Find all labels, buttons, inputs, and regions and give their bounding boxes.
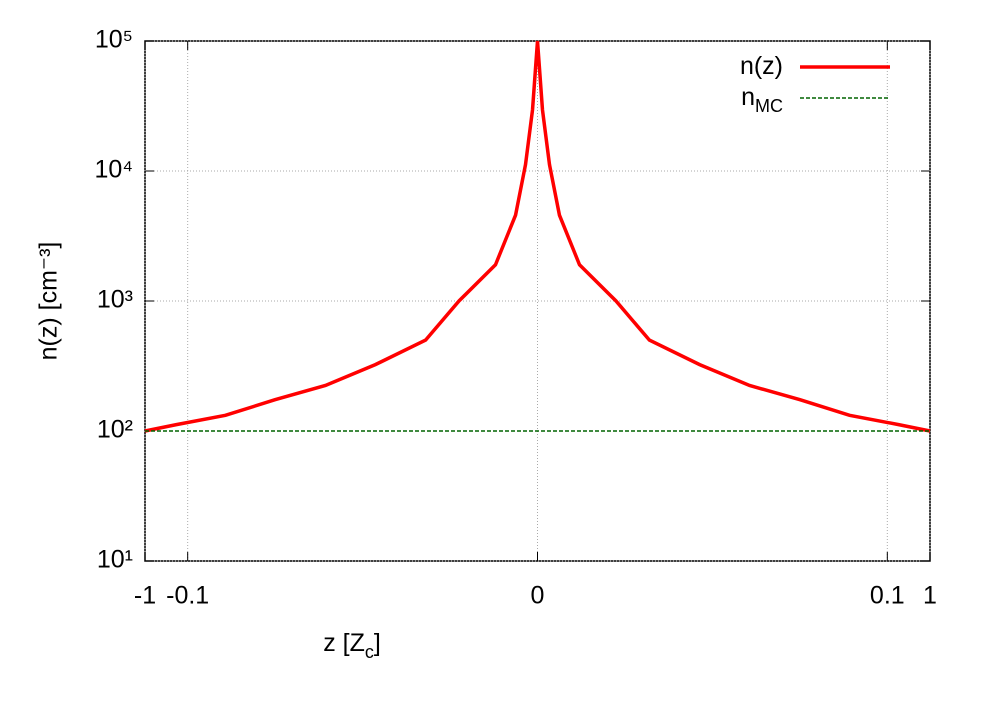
y-axis-label: n(z) [cm⁻³] — [35, 242, 63, 361]
legend-label: nMC — [741, 83, 783, 116]
x-label-main: z [Z — [323, 629, 365, 657]
legend-name: n — [741, 83, 755, 111]
legend-name: n(z) — [740, 52, 783, 80]
y-tick-label: 10⁵ — [95, 26, 133, 54]
y-tick-label: 10³ — [97, 286, 133, 314]
y-tick-label: 10¹ — [97, 546, 133, 574]
legend-label: n(z) — [740, 52, 783, 80]
x-tick-label: -0.1 — [166, 582, 209, 610]
y-tick-label: 10⁴ — [94, 156, 133, 184]
x-label-sub: c — [365, 642, 374, 662]
x-tick-label: 0 — [531, 582, 545, 610]
legend-name-sub: MC — [755, 96, 783, 116]
x-tick-label: 1 — [923, 582, 937, 610]
x-label-end: ] — [374, 629, 381, 657]
x-tick-label: -1 — [134, 582, 156, 610]
y-tick-label: 10² — [97, 416, 133, 444]
series-line — [144, 40, 931, 433]
x-axis-label: z [Zc] — [323, 629, 381, 662]
x-tick-label: 0.1 — [870, 582, 905, 610]
